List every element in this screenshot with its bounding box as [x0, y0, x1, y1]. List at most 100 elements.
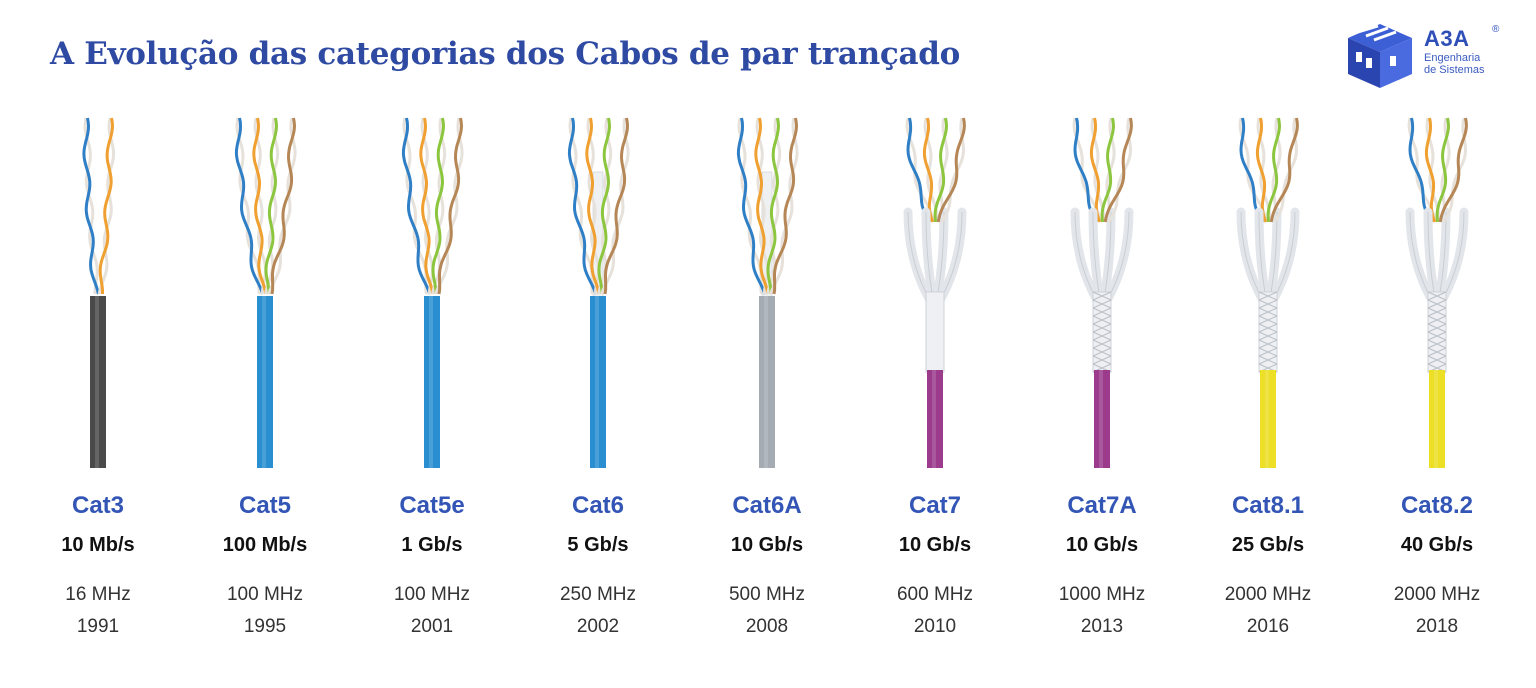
year-label: 2013 [1080, 616, 1124, 637]
braid-pattern [1258, 323, 1278, 333]
wire-colored [419, 117, 435, 295]
wire-white [267, 117, 297, 295]
year-label: 1995 [243, 616, 287, 637]
cable-illustration [736, 117, 799, 468]
wire-white [83, 117, 99, 294]
speed-label: 100 Mb/s [222, 534, 308, 556]
cable-column-cat6a: Cat6A 10 Gb/s 500 MHz 2008 [687, 112, 847, 638]
wire-colored [1438, 117, 1468, 223]
wire-colored [252, 117, 268, 295]
wire-white [97, 117, 116, 295]
logo-subtitle-2: de Sistemas [1424, 64, 1485, 76]
braid-pattern [1427, 323, 1447, 333]
braid-pattern [1092, 355, 1112, 365]
wire-colored [1424, 117, 1437, 223]
braid-pattern [1427, 307, 1447, 317]
year-label: 2010 [913, 616, 957, 637]
cable-illustration [1070, 117, 1134, 468]
frequency-label: 100 MHz [226, 584, 304, 605]
registered-mark: ® [1492, 24, 1500, 35]
category-label: Cat5 [238, 492, 292, 519]
wire-white [600, 117, 630, 295]
wire-colored [766, 117, 781, 295]
speed-label: 10 Gb/s [898, 534, 972, 556]
wire-colored [1266, 117, 1282, 223]
cable-column-cat5: Cat5 100 Mb/s 100 MHz 1995 [185, 112, 345, 638]
a3a-cube-icon [1348, 24, 1412, 88]
braid-pattern [1092, 307, 1112, 317]
category-label: Cat6 [571, 492, 625, 519]
wire-colored [754, 117, 770, 295]
wire-colored [431, 117, 446, 295]
speed-label: 10 Mb/s [61, 534, 135, 556]
wire-colored [597, 117, 612, 295]
category-label: Cat7 [908, 492, 962, 519]
frequency-label: 100 MHz [393, 584, 471, 605]
wire-colored [234, 117, 265, 295]
cable-jacket [759, 296, 775, 468]
wire-colored [264, 117, 279, 295]
cable-illustration [1236, 117, 1300, 468]
wire-colored [1089, 117, 1102, 223]
year-label: 1991 [76, 616, 120, 637]
wire-colored [1269, 117, 1299, 223]
year-label: 2018 [1415, 616, 1459, 637]
cable-column-cat8-2: Cat8.2 40 Gb/s 2000 MHz 2018 [1357, 112, 1517, 638]
braid-pattern [1258, 339, 1278, 349]
braid-pattern [1427, 347, 1447, 357]
wire-colored [401, 117, 432, 295]
braid-pattern [1427, 299, 1447, 309]
category-label: Cat5e [399, 492, 465, 519]
wire-colored [567, 117, 598, 295]
wire-colored [1435, 117, 1451, 223]
wire-colored [1255, 117, 1268, 223]
logo-name: A3A [1424, 26, 1470, 51]
wire-white [769, 117, 799, 295]
speed-label: 10 Gb/s [1065, 534, 1139, 556]
cable-jacket [590, 296, 606, 468]
braid-pattern [1427, 291, 1447, 301]
wire-colored [270, 117, 297, 295]
year-label: 2016 [1246, 616, 1290, 637]
frequency-label: 1000 MHz [1058, 584, 1146, 605]
category-label: Cat6A [732, 492, 802, 519]
year-label: 2001 [410, 616, 454, 637]
cable-illustration [903, 117, 967, 468]
cable-column-cat7a: Cat7A 10 Gb/s 1000 MHz 2013 [1022, 112, 1182, 638]
frequency-label: 2000 MHz [1393, 584, 1481, 605]
frequency-label: 2000 MHz [1224, 584, 1312, 605]
frequency-label: 250 MHz [559, 584, 637, 605]
wire-colored [906, 117, 932, 223]
wire-colored [437, 117, 464, 295]
braid-pattern [1092, 323, 1112, 333]
braid-pattern [1092, 315, 1112, 325]
braid-pattern [1258, 331, 1278, 341]
cable-jacket [90, 296, 106, 468]
year-label: 2008 [745, 616, 789, 637]
cable-illustration [234, 117, 297, 468]
braid-pattern [1092, 347, 1112, 357]
braid-pattern [1258, 315, 1278, 325]
frequency-label: 16 MHz [65, 584, 131, 605]
braid-pattern [1258, 291, 1278, 301]
wire-colored [1408, 117, 1434, 223]
cable-illustration [567, 117, 630, 468]
wire-white [434, 117, 464, 295]
page-title: A Evolução das categorias dos Cabos de p… [50, 36, 961, 72]
braid-pattern [1092, 331, 1112, 341]
wire-colored [936, 117, 966, 223]
category-label: Cat7A [1067, 492, 1137, 519]
year-label: 2002 [576, 616, 620, 637]
wire-colored [585, 117, 601, 295]
wire-colored [736, 117, 767, 295]
cable-illustration [1405, 117, 1469, 468]
cable-jacket [257, 296, 273, 468]
cable-jacket [424, 296, 440, 468]
wire-colored [772, 117, 799, 295]
logo-subtitle-1: Engenharia [1424, 52, 1481, 64]
braid-pattern [1427, 355, 1447, 365]
wire-colored [1239, 117, 1265, 223]
frequency-label: 500 MHz [728, 584, 806, 605]
cable-column-cat5e: Cat5e 1 Gb/s 100 MHz 2001 [352, 112, 512, 638]
company-logo: A3A ® Engenharia de Sistemas [1344, 22, 1504, 92]
